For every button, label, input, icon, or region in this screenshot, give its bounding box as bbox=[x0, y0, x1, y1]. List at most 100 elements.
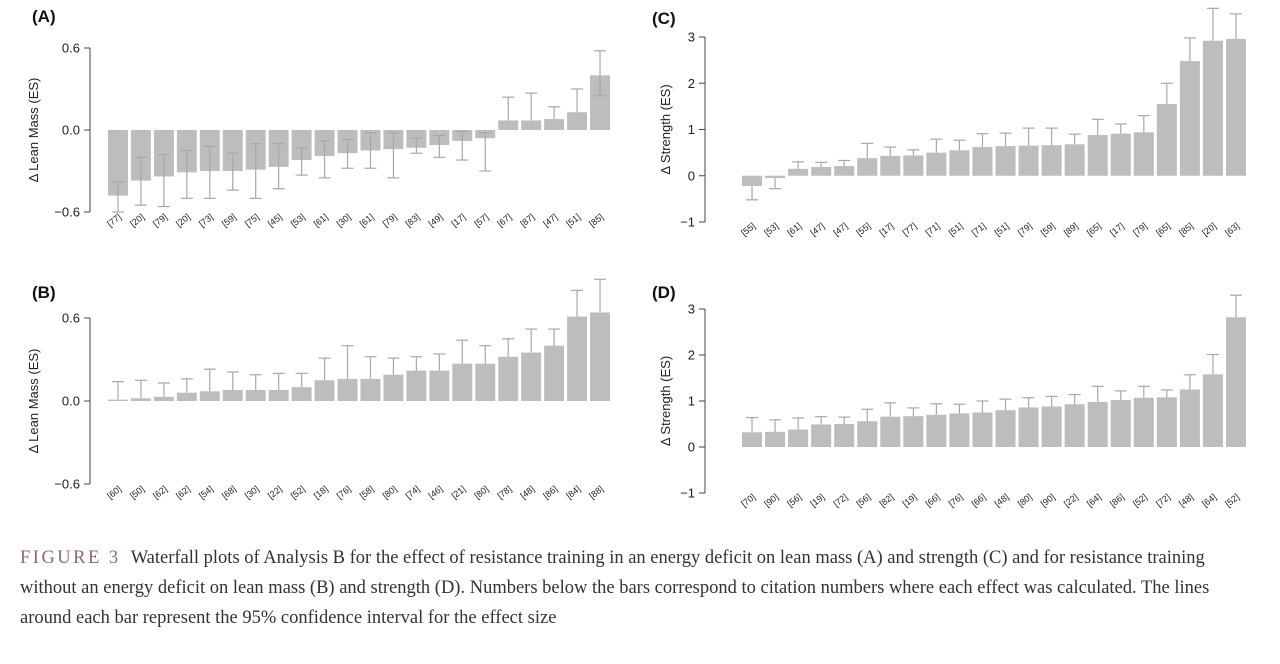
panel-c: (C) Δ Strength (ES) −1 0 1 2 3 [55] [53] [61] [47]… bbox=[652, 7, 1246, 238]
x-tick-label-d: [48] bbox=[1177, 492, 1195, 509]
x-tick-label-a: [53] bbox=[289, 212, 307, 229]
x-tick-label-b: [62] bbox=[151, 484, 169, 501]
x-tick-label-c: [20] bbox=[1200, 221, 1218, 238]
bar-d bbox=[742, 432, 763, 447]
y-tick-label-c: 3 bbox=[688, 30, 695, 45]
bar-a bbox=[130, 130, 151, 181]
x-tick-label-d: [90] bbox=[762, 492, 780, 509]
x-tick-label-a: [83] bbox=[404, 212, 422, 229]
x-tick-label-c: [79] bbox=[1131, 221, 1149, 238]
y-tick-label-b: 0.6 bbox=[62, 311, 80, 326]
x-tick-label-a: [59] bbox=[220, 212, 238, 229]
x-tick-label-b: [58] bbox=[358, 484, 376, 501]
bar-c bbox=[788, 168, 809, 176]
bar-a bbox=[521, 120, 542, 130]
x-tick-label-c: [17] bbox=[1108, 221, 1126, 238]
x-tick-label-d: [48] bbox=[993, 492, 1011, 509]
bar-b bbox=[498, 356, 519, 401]
bar-c bbox=[1156, 104, 1177, 176]
y-tick-label-a: −0.6 bbox=[54, 205, 80, 220]
x-tick-label-c: [77] bbox=[901, 221, 919, 238]
y-tick-label-d: 1 bbox=[688, 394, 695, 409]
x-tick-label-a: [49] bbox=[427, 212, 445, 229]
x-tick-label-a: [45] bbox=[266, 212, 284, 229]
x-tick-label-c: [51] bbox=[993, 221, 1011, 238]
bar-d bbox=[811, 424, 832, 447]
bar-c bbox=[834, 166, 855, 176]
bar-b bbox=[337, 378, 358, 401]
x-tick-label-c: [65] bbox=[1154, 221, 1172, 238]
x-tick-label-b: [21] bbox=[450, 484, 468, 501]
bar-a bbox=[153, 130, 174, 177]
x-tick-label-d: [66] bbox=[924, 492, 942, 509]
x-tick-label-b: [62] bbox=[174, 484, 192, 501]
x-tick-label-b: [84] bbox=[564, 484, 582, 501]
x-tick-label-d: [64] bbox=[1085, 492, 1103, 509]
bar-b bbox=[360, 378, 381, 401]
x-tick-label-a: [30] bbox=[335, 212, 353, 229]
x-tick-label-a: [51] bbox=[564, 212, 582, 229]
x-tick-label-d: [22] bbox=[1062, 492, 1080, 509]
x-tick-label-c: [71] bbox=[924, 221, 942, 238]
x-tick-label-c: [79] bbox=[1016, 221, 1034, 238]
x-tick-label-a: [87] bbox=[518, 212, 536, 229]
x-tick-label-a: [20] bbox=[128, 212, 146, 229]
x-tick-label-c: [61] bbox=[785, 221, 803, 238]
y-tick-label-b: −0.6 bbox=[54, 477, 80, 492]
bar-c bbox=[926, 152, 947, 176]
x-tick-label-c: [47] bbox=[831, 221, 849, 238]
panel-label-d: (D) bbox=[652, 283, 676, 302]
x-tick-label-d: [56] bbox=[854, 492, 872, 509]
x-tick-label-a: [47] bbox=[541, 212, 559, 229]
x-tick-label-d: [52] bbox=[1223, 492, 1241, 509]
y-tick-label-d: 3 bbox=[688, 302, 695, 317]
caption-text: Waterfall plots of Analysis B for the ef… bbox=[20, 548, 1210, 628]
x-tick-label-a: [61] bbox=[358, 212, 376, 229]
bar-a bbox=[498, 120, 519, 130]
bar-a bbox=[544, 119, 565, 130]
x-tick-label-c: [47] bbox=[808, 221, 826, 238]
x-tick-label-c: [55] bbox=[854, 221, 872, 238]
x-tick-label-d: [90] bbox=[1039, 492, 1057, 509]
x-tick-label-a: [17] bbox=[450, 212, 468, 229]
bar-b bbox=[268, 389, 289, 401]
panel-b: (B) Δ Lean Mass (ES) −0.6 0.0 0.6 [60] [50] [62… bbox=[26, 278, 610, 501]
bar-b bbox=[176, 392, 197, 401]
bar-d bbox=[972, 412, 993, 447]
bar-c bbox=[1202, 40, 1223, 176]
bar-c bbox=[1087, 135, 1108, 176]
bar-d bbox=[1202, 374, 1223, 447]
bar-c bbox=[903, 155, 924, 176]
bar-d bbox=[765, 431, 786, 447]
x-tick-label-a: [85] bbox=[587, 212, 605, 229]
x-tick-label-b: [52] bbox=[289, 484, 307, 501]
x-tick-label-b: [50] bbox=[128, 484, 146, 501]
bar-d bbox=[1087, 401, 1108, 447]
bar-d bbox=[903, 416, 924, 447]
bar-c bbox=[995, 146, 1016, 176]
bar-c bbox=[857, 158, 878, 176]
x-tick-label-d: [72] bbox=[831, 492, 849, 509]
panel-label-c: (C) bbox=[652, 9, 676, 28]
y-axis-label-b: Δ Lean Mass (ES) bbox=[26, 349, 41, 454]
bar-b bbox=[130, 398, 151, 401]
bar-d bbox=[1064, 404, 1085, 447]
y-tick-label-c: 1 bbox=[688, 122, 695, 137]
x-tick-label-d: [70] bbox=[739, 492, 757, 509]
x-tick-label-b: [54] bbox=[197, 484, 215, 501]
x-tick-label-c: [17] bbox=[878, 221, 896, 238]
x-tick-label-d: [52] bbox=[1131, 492, 1149, 509]
panel-label-a: (A) bbox=[32, 7, 56, 26]
y-tick-label-a: 0.0 bbox=[62, 123, 80, 138]
bar-b bbox=[245, 389, 266, 401]
bar-d bbox=[1133, 397, 1154, 447]
bar-d bbox=[857, 421, 878, 447]
x-tick-label-c: [65] bbox=[1085, 221, 1103, 238]
bar-b bbox=[153, 396, 174, 401]
x-tick-label-c: [51] bbox=[947, 221, 965, 238]
bar-c bbox=[880, 155, 901, 176]
x-tick-label-a: [57] bbox=[472, 212, 490, 229]
bar-d bbox=[834, 424, 855, 447]
bar-a bbox=[222, 130, 243, 171]
bar-d bbox=[949, 413, 970, 447]
